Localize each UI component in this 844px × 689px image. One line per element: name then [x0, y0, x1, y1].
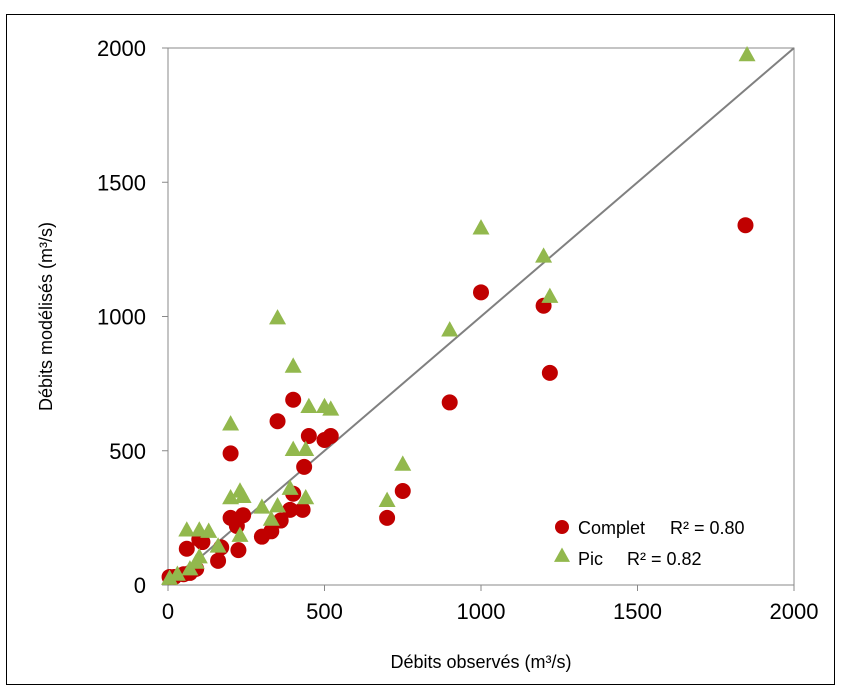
data-point-pic [284, 357, 302, 373]
data-point-complet [235, 507, 252, 524]
y-tick-label: 0 [134, 573, 146, 598]
data-point-complet [285, 391, 302, 408]
y-tick-label: 1000 [97, 305, 146, 330]
data-point-pic [284, 440, 302, 456]
data-point-pic [190, 548, 208, 564]
x-tick-label: 2000 [770, 599, 819, 624]
legend-label-complet: Complet [578, 518, 645, 538]
data-point-complet [263, 523, 280, 540]
legend-item-pic: Pic R² = 0.82 [554, 547, 702, 569]
y-tick-label: 1500 [97, 170, 146, 195]
x-tick-label: 1000 [457, 599, 506, 624]
data-point-pic [322, 400, 340, 416]
data-point-pic [281, 479, 299, 495]
data-point-complet [210, 552, 227, 569]
data-point-pic [300, 397, 318, 413]
data-point-pic [178, 521, 196, 537]
legend-label-pic: Pic [578, 549, 603, 569]
data-point-complet [296, 458, 313, 475]
x-axis-title: Débits observés (m³/s) [390, 652, 571, 672]
y-tick-label: 2000 [97, 36, 146, 61]
data-point-complet [282, 501, 299, 518]
data-point-complet [322, 427, 339, 444]
legend-r2-complet: R² = 0.80 [670, 518, 745, 538]
reference-line-layer [167, 47, 795, 586]
data-point-pic [222, 415, 240, 431]
data-point-pic [297, 440, 315, 456]
data-point-pic [209, 537, 227, 553]
x-tick-label: 1500 [613, 599, 662, 624]
data-point-complet [230, 542, 247, 559]
x-tick-label: 0 [162, 599, 174, 624]
data-point-complet [300, 427, 317, 444]
points-layer [161, 45, 756, 585]
data-point-complet [737, 217, 754, 234]
legend-marker-pic [554, 547, 570, 562]
data-point-pic [231, 526, 249, 542]
data-point-complet [473, 284, 489, 301]
data-point-complet [194, 534, 211, 551]
data-point-pic [535, 247, 553, 263]
legend: Complet R² = 0.80 Pic R² = 0.82 [554, 518, 745, 569]
ticks-layer: 0 500 1000 1500 2000 0 500 1000 1500 2000 [97, 36, 818, 624]
data-point-pic [378, 491, 396, 507]
data-point-complet [394, 483, 411, 500]
data-point-pic [234, 487, 252, 503]
data-point-pic [253, 498, 271, 514]
y-tick-label: 500 [109, 439, 146, 464]
data-point-pic [472, 219, 490, 235]
data-point-complet [178, 540, 195, 557]
chart-frame [6, 14, 835, 685]
legend-item-complet: Complet R² = 0.80 [555, 518, 745, 538]
data-point-complet [379, 509, 396, 526]
data-point-pic [168, 565, 186, 581]
data-point-pic [269, 309, 287, 325]
data-point-pic [161, 569, 179, 585]
data-point-complet [294, 501, 311, 518]
data-point-pic [441, 321, 459, 337]
data-point-complet [541, 364, 558, 381]
data-point-pic [297, 488, 315, 505]
x-tick-label: 500 [306, 599, 343, 624]
data-point-pic [541, 287, 559, 303]
data-point-pic [222, 488, 240, 505]
legend-marker-complet [555, 520, 569, 534]
data-point-pic [200, 522, 218, 538]
data-point-complet [222, 445, 239, 462]
identity-line [167, 47, 795, 586]
data-point-complet [269, 413, 286, 430]
data-point-pic [394, 455, 412, 471]
data-point-pic [262, 510, 280, 526]
data-point-complet [441, 394, 458, 411]
y-axis-title: Débits modélisés (m³/s) [36, 222, 56, 411]
legend-r2-pic: R² = 0.82 [627, 549, 702, 569]
data-point-pic [269, 497, 287, 513]
data-point-pic [738, 45, 756, 62]
